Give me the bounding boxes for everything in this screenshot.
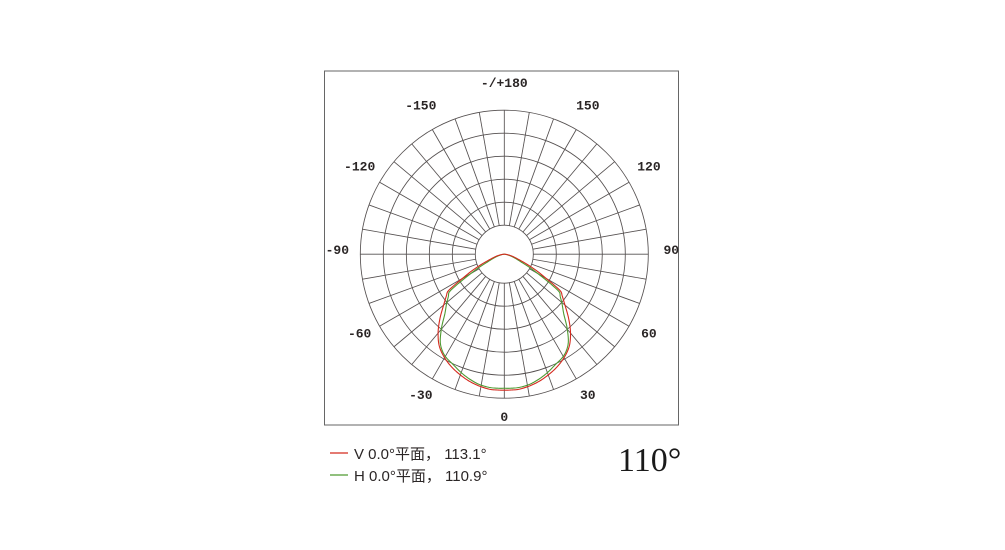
svg-text:120: 120 bbox=[637, 160, 661, 175]
svg-text:30: 30 bbox=[580, 388, 596, 403]
svg-text:-30: -30 bbox=[409, 388, 433, 403]
svg-text:60: 60 bbox=[641, 327, 657, 342]
svg-text:-150: -150 bbox=[405, 99, 436, 114]
svg-text:150: 150 bbox=[576, 99, 600, 114]
svg-text:0: 0 bbox=[500, 410, 508, 425]
svg-text:-90: -90 bbox=[326, 243, 350, 258]
svg-text:-60: -60 bbox=[348, 327, 372, 342]
svg-text:-120: -120 bbox=[344, 160, 375, 175]
svg-text:-/+180: -/+180 bbox=[481, 76, 528, 91]
svg-text:90: 90 bbox=[663, 243, 679, 258]
